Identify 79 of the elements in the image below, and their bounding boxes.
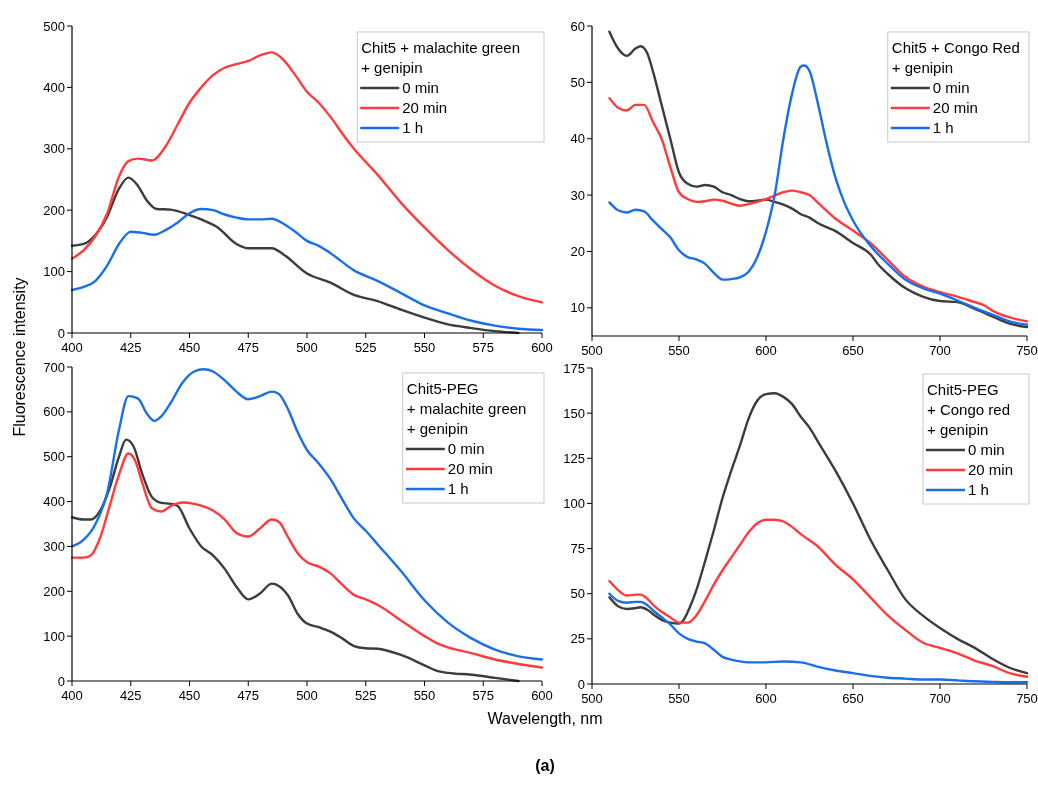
x-tick-label: 600	[755, 343, 777, 358]
y-tick-label: 30	[570, 187, 585, 203]
x-tick-label: 500	[581, 691, 603, 706]
legend-label: 1 h	[968, 481, 989, 498]
x-tick-label: 550	[668, 691, 690, 706]
y-tick-label: 100	[43, 264, 65, 280]
y-tick-label: 700	[43, 359, 65, 375]
y-tick-label: 500	[43, 449, 65, 465]
x-tick-label: 750	[1016, 343, 1038, 358]
x-tick-label: 550	[413, 688, 436, 703]
x-tick-label: 575	[472, 340, 495, 355]
line-series	[70, 368, 544, 661]
y-tick-label: 200	[43, 202, 65, 218]
y-axis-title: Fluorescence intensity	[11, 277, 28, 437]
y-tick-label: 400	[43, 79, 65, 95]
legend-title: Chit5-PEG + Congo red + genipin	[927, 381, 1010, 438]
x-tick-label: 525	[354, 340, 377, 355]
y-tick-label: 500	[43, 18, 65, 34]
y-tick-label: 50	[570, 74, 585, 90]
y-tick-label: 150	[563, 405, 585, 421]
x-tick-label: 475	[237, 340, 260, 355]
line-series	[608, 518, 1029, 678]
legend-label: 20 min	[968, 461, 1014, 478]
legend-label: 1 h	[447, 480, 469, 497]
x-tick-label: 550	[413, 340, 436, 355]
y-tick-label: 25	[570, 631, 585, 647]
legend-label: 0 min	[447, 440, 485, 457]
text: (a)	[535, 757, 555, 774]
legend-title: Chit5 + malachite green + genipin	[361, 39, 521, 76]
x-tick-label: 600	[755, 691, 777, 706]
x-tick-label: 650	[842, 691, 864, 706]
y-tick-label: 100	[43, 628, 65, 644]
x-axis-title: Wavelength, nm	[487, 710, 603, 727]
legend-title: Chit5-PEG + malachite green + genipin	[406, 380, 527, 437]
x-tick-label: 500	[296, 340, 318, 355]
y-tick-label: 50	[570, 586, 585, 602]
x-tick-label: 650	[842, 343, 864, 358]
y-tick-label: 40	[570, 131, 585, 147]
x-tick-label: 600	[531, 340, 553, 355]
y-tick-label: 20	[570, 243, 585, 259]
y-tick-label: 0	[57, 673, 65, 689]
x-tick-label: 425	[119, 688, 142, 703]
y-tick-label: 200	[43, 583, 65, 599]
x-tick-label: 475	[237, 688, 260, 703]
x-tick-label: 450	[178, 688, 201, 703]
x-tick-label: 450	[178, 340, 201, 355]
y-tick-label: 175	[563, 360, 585, 376]
x-tick-label: 750	[1016, 691, 1038, 706]
legend-label: 1 h	[932, 119, 954, 136]
y-tick-label: 0	[577, 676, 585, 692]
legend-label: 0 min	[932, 79, 970, 96]
legend-label: 20 min	[402, 99, 448, 116]
y-tick-label: 600	[43, 404, 65, 420]
y-tick-label: 100	[563, 495, 585, 511]
x-tick-label: 575	[472, 688, 495, 703]
legend-label: 20 min	[932, 99, 978, 116]
y-tick-label: 400	[43, 494, 65, 510]
y-tick-label: 10	[570, 300, 585, 316]
x-tick-label: 525	[354, 688, 377, 703]
legend-title: Chit5 + Congo Red + genipin	[891, 39, 1020, 76]
line-series	[608, 592, 1029, 684]
legend-label: 20 min	[447, 460, 493, 477]
y-tick-label: 300	[43, 538, 65, 554]
x-tick-label: 600	[531, 688, 553, 703]
y-tick-label: 0	[57, 325, 65, 341]
x-tick-label: 550	[668, 343, 690, 358]
legend-label: 0 min	[402, 79, 439, 96]
x-tick-label: 700	[929, 343, 951, 358]
y-tick-label: 75	[570, 541, 585, 557]
legend-label: 0 min	[968, 441, 1005, 458]
y-tick-label: 300	[43, 141, 65, 157]
x-tick-label: 425	[119, 340, 142, 355]
line-series	[70, 452, 544, 669]
x-tick-label: 700	[929, 691, 951, 706]
y-tick-label: 60	[570, 18, 585, 34]
y-tick-label: 125	[563, 450, 585, 466]
legend-label: 1 h	[402, 119, 424, 136]
x-tick-label: 500	[581, 343, 603, 358]
x-tick-label: 500	[296, 688, 318, 703]
